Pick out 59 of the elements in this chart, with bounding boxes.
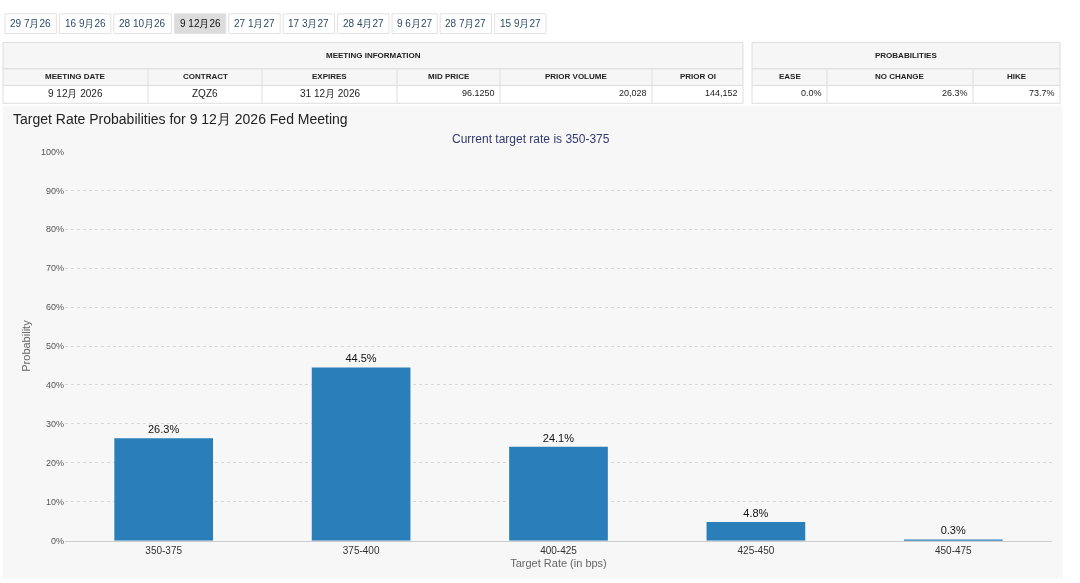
x-tick-label: 375-400 [342, 544, 380, 556]
x-tick-label: 400-425 [540, 544, 578, 556]
y-tick-label: 40% [45, 380, 64, 391]
text: 0.0% [801, 88, 822, 98]
y-tick-label: 60% [45, 302, 64, 313]
text: 9 6月27 [397, 18, 433, 29]
x-tick-label: 450-475 [934, 544, 973, 556]
text: EASE [779, 72, 802, 81]
x-axis-title: Target Rate (in bps) [510, 556, 607, 569]
text: PRIOR VOLUME [545, 72, 608, 81]
text: MID PRICE [428, 72, 470, 81]
y-tick-label: 20% [45, 457, 64, 468]
y-tick-label: 70% [45, 263, 64, 274]
data-label: 4.8% [743, 506, 769, 519]
text: 20,028 [619, 88, 647, 98]
bar [509, 446, 608, 541]
y-tick-label: 90% [45, 185, 64, 196]
y-tick-label: 80% [45, 224, 64, 235]
bar [114, 438, 214, 541]
y-axis-title: Probability [19, 319, 32, 372]
data-label: 26.3% [148, 423, 180, 436]
bar [706, 521, 806, 541]
bar [311, 367, 411, 541]
y-tick-label: 30% [45, 419, 64, 430]
text: PROBABILITIES [875, 51, 938, 60]
y-tick-label: 10% [45, 496, 64, 507]
text: CONTRACT [183, 72, 228, 81]
data-label: 0.3% [940, 524, 966, 537]
text: 144,152 [705, 88, 738, 98]
text: 15 9月27 [500, 18, 542, 29]
text: 28 7月27 [445, 18, 487, 29]
text: MEETING INFORMATION [326, 51, 421, 60]
text: HIKE [1007, 72, 1027, 81]
text: ZQZ6 [192, 88, 218, 99]
text: 28 4月27 [343, 18, 385, 29]
text: PRIOR OI [680, 72, 717, 81]
data-label: 24.1% [542, 431, 575, 444]
text: 17 3月27 [288, 18, 330, 29]
y-tick-label: 50% [45, 341, 64, 352]
x-tick-label: 350-375 [145, 544, 183, 556]
data-label: 44.5% [345, 352, 377, 365]
text: MEETING DATE [45, 72, 106, 81]
text: 9 12月 2026 [48, 88, 103, 99]
text: 31 12月 2026 [300, 88, 361, 99]
text: 26.3% [942, 88, 968, 98]
text: 73.7% [1029, 88, 1055, 98]
text: 27 1月27 [234, 18, 276, 29]
text: NO CHANGE [875, 72, 925, 81]
text: 29 7月26 [10, 18, 52, 29]
y-tick-label: 100% [40, 146, 64, 157]
y-tick-label: 0% [50, 535, 64, 546]
text: 28 10月26 [119, 18, 166, 29]
chart-title: Target Rate Probabilities for 9 12月 2026 Fed Meeting [13, 111, 348, 127]
text: 16 9月26 [65, 18, 107, 29]
x-tick-label: 425-450 [737, 544, 775, 556]
chart-subtitle: Current target rate is 350-375 [452, 132, 610, 146]
text: EXPIRES [312, 72, 348, 81]
text: 96.1250 [462, 88, 495, 98]
text: 9 12月26 [180, 18, 222, 29]
